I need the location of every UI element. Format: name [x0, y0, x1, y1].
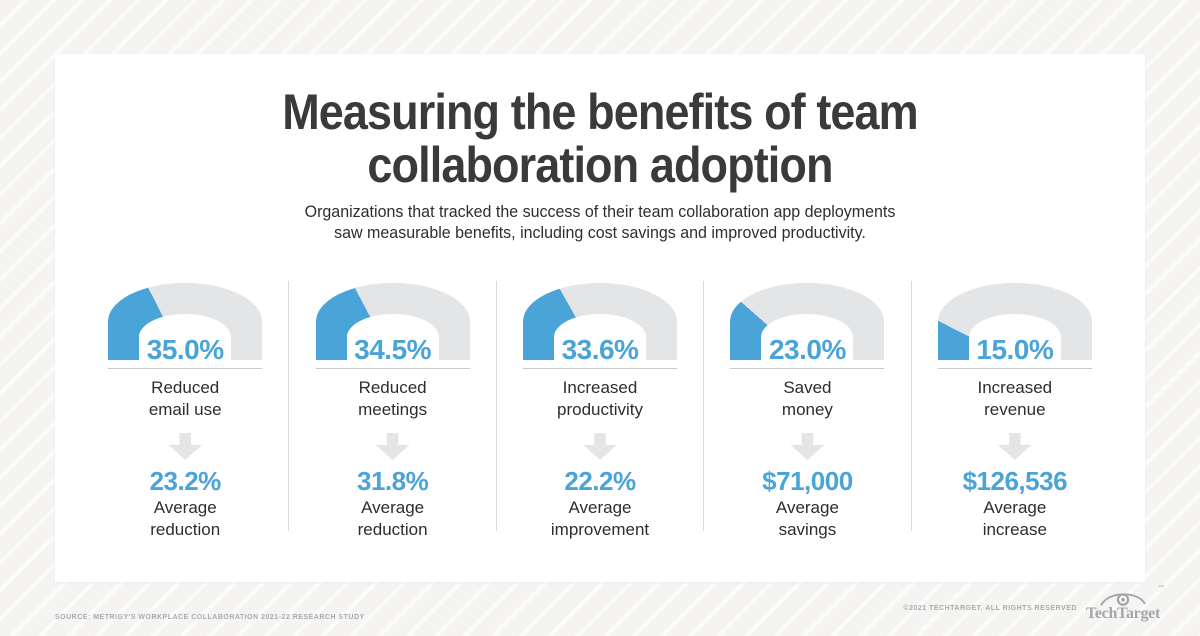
trademark-symbol: ™: [1158, 585, 1164, 591]
divider-line: [937, 368, 1092, 369]
techtarget-eye-icon: [1100, 593, 1146, 606]
result-value: $126,536: [962, 466, 1068, 496]
gauge-percent: 33.6%: [561, 334, 639, 366]
metric-label: Reduced email use: [148, 378, 222, 419]
gauge-hole: [554, 314, 647, 360]
result-label: Average increase: [982, 498, 1047, 539]
source-credit: SOURCE: METRIGY'S WORKPLACE COLLABORATIO…: [55, 614, 365, 621]
page-title: Measuring the benefits of team collabora…: [282, 84, 919, 193]
copyright-text: ©2021 TECHTARGET. ALL RIGHTS RESERVED: [903, 605, 1077, 612]
page-subtitle: Organizations that tracked the success o…: [304, 203, 896, 242]
down-arrow-icon: [168, 433, 203, 460]
gauges-row: 35.0% Reduced email use 23.2% Average re…: [82, 281, 1118, 539]
gauge-percent: 15.0%: [976, 334, 1054, 366]
gauge-chart: 35.0%: [108, 283, 263, 366]
down-arrow-icon: [997, 433, 1032, 460]
down-arrow-icon: [790, 433, 825, 460]
gauge-column-increased-productivity: 33.6% Increased productivity 22.2% Avera…: [497, 281, 705, 539]
gauge-hole: [346, 314, 439, 360]
metric-label: Increased productivity: [557, 378, 643, 419]
result-label: Average reduction: [357, 498, 428, 539]
down-arrow-icon: [375, 433, 410, 460]
divider-line: [108, 368, 263, 369]
gauge-percent: 23.0%: [768, 334, 846, 366]
result-value: $71,000: [762, 466, 853, 496]
divider-line: [730, 368, 885, 369]
techtarget-logo: ™ TechTarget: [1085, 585, 1164, 622]
gauge-column-reduced-email: 35.0% Reduced email use 23.2% Average re…: [82, 281, 290, 539]
divider-line: [523, 368, 678, 369]
result-value: 23.2%: [149, 466, 222, 496]
metric-label: Reduced meetings: [358, 378, 428, 419]
techtarget-logo-text: TechTarget: [1085, 605, 1160, 622]
gauge-column-increased-revenue: 15.0% Increased revenue $126,536 Average…: [912, 281, 1118, 539]
gauge-percent: 34.5%: [354, 334, 432, 366]
result-label: Average savings: [775, 498, 839, 539]
result-label: Average improvement: [550, 498, 650, 539]
gauge-chart: 34.5%: [315, 283, 470, 366]
gauge-chart: 23.0%: [730, 283, 885, 366]
down-arrow-icon: [583, 433, 618, 460]
gauge-chart: 33.6%: [523, 283, 678, 366]
gauge-hole: [139, 314, 232, 360]
gauge-chart: 15.0%: [937, 283, 1092, 366]
content-card: Measuring the benefits of team collabora…: [55, 54, 1145, 582]
divider-line: [315, 368, 470, 369]
gauge-hole: [968, 314, 1061, 360]
result-value: 31.8%: [356, 466, 429, 496]
metric-label: Increased revenue: [977, 378, 1053, 419]
result-label: Average reduction: [150, 498, 221, 539]
metric-label: Saved money: [781, 378, 833, 419]
gauge-column-reduced-meetings: 34.5% Reduced meetings 31.8% Average red…: [289, 281, 497, 539]
footer-right: ©2021 TECHTARGET. ALL RIGHTS RESERVED ™ …: [903, 585, 1164, 622]
result-value: 22.2%: [564, 466, 636, 496]
gauge-hole: [761, 314, 854, 360]
gauge-column-saved-money: 23.0% Saved money $71,000 Average saving…: [704, 281, 912, 539]
gauge-percent: 35.0%: [146, 334, 224, 366]
